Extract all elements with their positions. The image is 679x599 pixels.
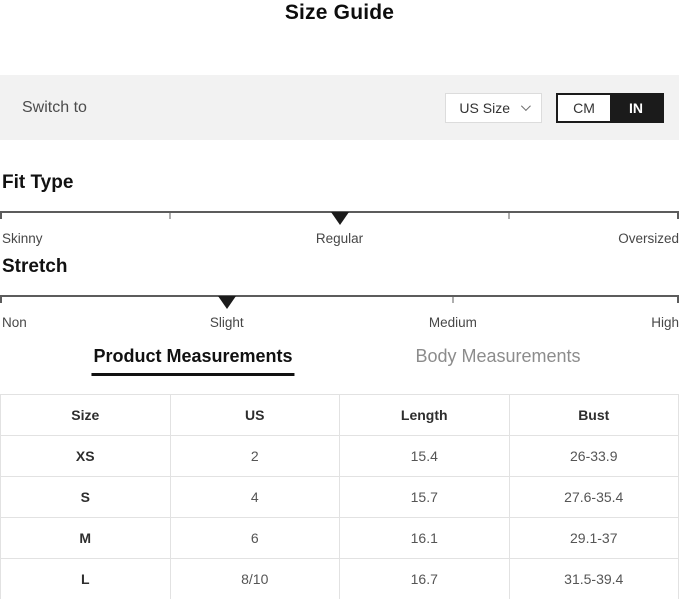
- measurements-table-wrap: Size US Length Bust XS 2 15.4 26-33.9 S 4 15.7 27.…: [0, 394, 679, 599]
- stretch-heading: Stretch: [2, 256, 68, 277]
- table-cell: 2: [169, 435, 340, 477]
- table-cell: L: [0, 558, 171, 599]
- slider-label: High: [651, 315, 679, 330]
- slider-track: [0, 295, 679, 297]
- slider-tick: [0, 213, 2, 219]
- slider-tick: [677, 297, 679, 303]
- table-header-cell: US: [169, 394, 340, 436]
- switch-to-label: Switch to: [22, 98, 87, 116]
- table-cell: 16.7: [339, 558, 510, 599]
- stretch-section: Stretch Non Slight Medium High: [0, 256, 679, 330]
- table-row: XS 2 15.4 26-33.9: [0, 435, 679, 477]
- table-head: Size US Length Bust: [0, 394, 679, 436]
- table-cell: 15.4: [339, 435, 510, 477]
- tab-body-measurements[interactable]: Body Measurements: [415, 346, 581, 366]
- fit-type-heading: Fit Type: [2, 172, 74, 193]
- table-header-cell: Bust: [508, 394, 679, 436]
- table-cell: 4: [169, 476, 340, 518]
- unit-option-cm[interactable]: CM: [558, 94, 610, 121]
- slider-label: Non: [2, 315, 27, 330]
- slider-label: Skinny: [2, 231, 43, 246]
- table-row: M 6 16.1 29.1-37: [0, 517, 679, 559]
- page-title: Size Guide: [284, 1, 395, 24]
- unit-option-in[interactable]: IN: [610, 94, 662, 121]
- table-cell: 29.1-37: [508, 517, 679, 559]
- slider-label: Slight: [209, 315, 244, 330]
- table-header-cell: Length: [339, 394, 510, 436]
- table-header-row: Size US Length Bust: [0, 394, 679, 436]
- fit-type-labels: Skinny Regular Oversized: [0, 231, 679, 246]
- tab-product-measurements[interactable]: Product Measurements: [91, 346, 295, 376]
- table-cell: S: [0, 476, 171, 518]
- table-row: L 8/10 16.7 31.5-39.4: [0, 558, 679, 599]
- chevron-down-icon: [520, 101, 531, 112]
- table-cell: XS: [0, 435, 171, 477]
- switch-controls: US Size CM IN: [445, 92, 664, 123]
- table-header-cell: Size: [0, 394, 171, 436]
- unit-switch-bar: Switch to US Size CM IN: [0, 75, 679, 140]
- stretch-slider: [0, 295, 679, 309]
- slider-tick: [508, 213, 510, 219]
- slider-marker: [330, 212, 349, 225]
- fit-type-section: Fit Type Skinny Regular Oversized: [0, 172, 679, 246]
- table-cell: 26-33.9: [508, 435, 679, 477]
- slider-tick: [0, 297, 2, 303]
- slider-label: Medium: [428, 315, 477, 330]
- table-cell: 8/10: [169, 558, 340, 599]
- table-cell: 15.7: [339, 476, 510, 518]
- slider-label: Oversized: [618, 231, 679, 246]
- slider-label: Regular: [315, 231, 364, 246]
- table-cell: 31.5-39.4: [508, 558, 679, 599]
- table-cell: 27.6-35.4: [508, 476, 679, 518]
- slider-tick: [677, 213, 679, 219]
- slider-tick: [169, 213, 171, 219]
- slider-marker: [217, 296, 236, 309]
- measurement-tabs: Product Measurements Body Measurements: [0, 346, 679, 377]
- table-cell: 6: [169, 517, 340, 559]
- table-row: S 4 15.7 27.6-35.4: [0, 476, 679, 518]
- fit-type-slider: [0, 211, 679, 225]
- size-system-dropdown[interactable]: US Size: [445, 92, 542, 123]
- unit-toggle: CM IN: [556, 92, 664, 123]
- table-body: XS 2 15.4 26-33.9 S 4 15.7 27.6-35.4 M 6 16.1 29.1-…: [0, 435, 679, 599]
- size-system-value: US Size: [459, 99, 510, 116]
- table-cell: M: [0, 517, 171, 559]
- table-cell: 16.1: [339, 517, 510, 559]
- slider-tick: [452, 297, 454, 303]
- stretch-labels: Non Slight Medium High: [0, 315, 679, 330]
- measurements-table: Size US Length Bust XS 2 15.4 26-33.9 S 4 15.7 27.…: [0, 394, 679, 599]
